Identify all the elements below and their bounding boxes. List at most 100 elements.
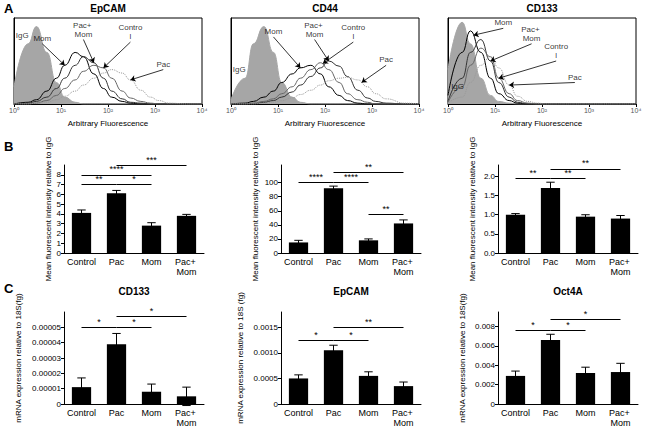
svg-text:Arbitrary Fluorescence: Arbitrary Fluorescence — [285, 119, 366, 128]
svg-text:*: * — [132, 174, 136, 184]
svg-text:10¹: 10¹ — [273, 107, 284, 114]
svg-text:*: * — [349, 330, 353, 340]
svg-text:10⁴: 10⁴ — [197, 107, 208, 114]
svg-text:Mom: Mom — [75, 30, 93, 39]
svg-text:Oct4A: Oct4A — [553, 286, 582, 297]
svg-text:Mom: Mom — [177, 267, 197, 277]
svg-text:Pac+: Pac+ — [304, 21, 325, 30]
svg-text:1.0: 1.0 — [484, 210, 496, 219]
svg-text:0.008: 0.008 — [475, 322, 496, 331]
svg-text:Mean fluorescent intensity rel: Mean fluorescent intensity relative to I… — [468, 137, 477, 282]
svg-text:Mom: Mom — [177, 418, 197, 428]
svg-text:**: ** — [564, 168, 572, 178]
svg-text:Pac+: Pac+ — [175, 257, 198, 267]
svg-text:Mom: Mom — [611, 267, 631, 277]
svg-text:0.002: 0.002 — [475, 380, 496, 389]
svg-text:****: **** — [344, 172, 359, 182]
svg-text:Mom: Mom — [306, 30, 324, 39]
svg-text:Arbitrary Fluorescence: Arbitrary Fluorescence — [68, 119, 149, 128]
svg-text:Pac: Pac — [568, 73, 582, 82]
svg-text:*: * — [150, 306, 154, 316]
svg-text:10³: 10³ — [150, 107, 161, 114]
svg-text:10⁰: 10⁰ — [226, 107, 237, 114]
svg-text:**: ** — [95, 174, 103, 184]
svg-text:Pac: Pac — [156, 60, 170, 69]
svg-text:0.5: 0.5 — [484, 229, 496, 238]
svg-text:*: * — [132, 317, 136, 327]
svg-text:Control: Control — [284, 257, 313, 267]
svg-text:10¹: 10¹ — [490, 107, 501, 114]
svg-text:l: l — [555, 51, 557, 60]
svg-text:Contro: Contro — [341, 23, 366, 32]
svg-text:0: 0 — [274, 249, 279, 258]
svg-text:mRNA expression relative to 18: mRNA expression relative to 18S(fg) — [14, 293, 23, 423]
svg-text:Arbitrary Fluorescence: Arbitrary Fluorescence — [502, 119, 583, 128]
svg-text:Mom: Mom — [494, 18, 512, 27]
svg-text:1: 1 — [57, 239, 62, 248]
svg-text:0.004: 0.004 — [475, 361, 496, 370]
svg-text:4: 4 — [57, 209, 62, 218]
svg-text:10¹: 10¹ — [56, 107, 67, 114]
svg-text:Control: Control — [67, 257, 96, 267]
svg-text:Mom: Mom — [576, 408, 596, 418]
svg-text:10⁰: 10⁰ — [9, 107, 20, 114]
svg-text:0.00002: 0.00002 — [32, 369, 61, 378]
svg-text:Pac: Pac — [326, 408, 342, 418]
svg-text:0: 0 — [274, 400, 279, 409]
svg-text:1.5: 1.5 — [484, 191, 496, 200]
svg-text:10²: 10² — [320, 107, 331, 114]
svg-text:0.006: 0.006 — [475, 341, 496, 350]
svg-text:3: 3 — [57, 219, 62, 228]
svg-text:**: ** — [365, 162, 373, 172]
svg-text:Pac: Pac — [543, 408, 559, 418]
svg-text:10³: 10³ — [367, 107, 378, 114]
svg-text:Mean fluorescent intensity rel: Mean fluorescent intensity relative to I… — [251, 137, 260, 282]
svg-text:mRNA expression relative to 18: mRNA expression relative to 18S(fg) — [458, 293, 467, 423]
svg-text:Pac: Pac — [109, 408, 125, 418]
svg-text:10²: 10² — [103, 107, 114, 114]
svg-text:Mom: Mom — [576, 257, 596, 267]
svg-text:**: ** — [365, 317, 373, 327]
svg-text:CD44: CD44 — [312, 3, 338, 14]
svg-text:0.0005: 0.0005 — [254, 374, 279, 383]
svg-text:IgG: IgG — [16, 31, 29, 40]
svg-text:Control: Control — [501, 257, 530, 267]
svg-text:0: 0 — [57, 249, 62, 258]
svg-text:10⁴: 10⁴ — [631, 107, 642, 114]
svg-text:2: 2 — [57, 229, 62, 238]
svg-text:20: 20 — [269, 234, 278, 243]
svg-text:0.0015: 0.0015 — [254, 323, 279, 332]
svg-text:0.0: 0.0 — [484, 249, 496, 258]
svg-text:10²: 10² — [537, 107, 548, 114]
svg-text:l: l — [352, 32, 354, 41]
svg-text:Control: Control — [284, 408, 313, 418]
svg-text:C: C — [4, 281, 14, 296]
svg-text:10⁰: 10⁰ — [443, 107, 454, 114]
svg-text:7: 7 — [57, 180, 62, 189]
svg-text:A: A — [4, 1, 14, 16]
svg-text:Pac: Pac — [326, 257, 342, 267]
svg-text:10³: 10³ — [584, 107, 595, 114]
svg-text:0.00001: 0.00001 — [32, 384, 61, 393]
svg-text:8: 8 — [57, 170, 62, 179]
svg-text:CD133: CD133 — [118, 286, 150, 297]
svg-text:60: 60 — [269, 206, 278, 215]
svg-text:Mom: Mom — [523, 34, 541, 43]
svg-text:EpCAM: EpCAM — [333, 286, 369, 297]
svg-text:10⁴: 10⁴ — [414, 107, 425, 114]
svg-text:Pac+: Pac+ — [392, 408, 415, 418]
svg-text:0: 0 — [57, 400, 62, 409]
svg-text:Mom: Mom — [142, 408, 162, 418]
svg-text:40: 40 — [269, 220, 278, 229]
svg-text:2.0: 2.0 — [484, 172, 496, 181]
svg-text:B: B — [4, 139, 13, 154]
svg-text:Mean fluorescent intensity rel: Mean fluorescent intensity relative to I… — [44, 137, 53, 282]
svg-text:*: * — [566, 320, 570, 330]
svg-text:****: **** — [109, 164, 124, 174]
svg-text:0: 0 — [491, 400, 496, 409]
svg-text:*: * — [97, 317, 101, 327]
svg-text:0.0010: 0.0010 — [254, 348, 279, 357]
svg-text:*: * — [531, 320, 535, 330]
svg-text:IgG: IgG — [233, 65, 246, 74]
svg-text:**: ** — [382, 204, 390, 214]
